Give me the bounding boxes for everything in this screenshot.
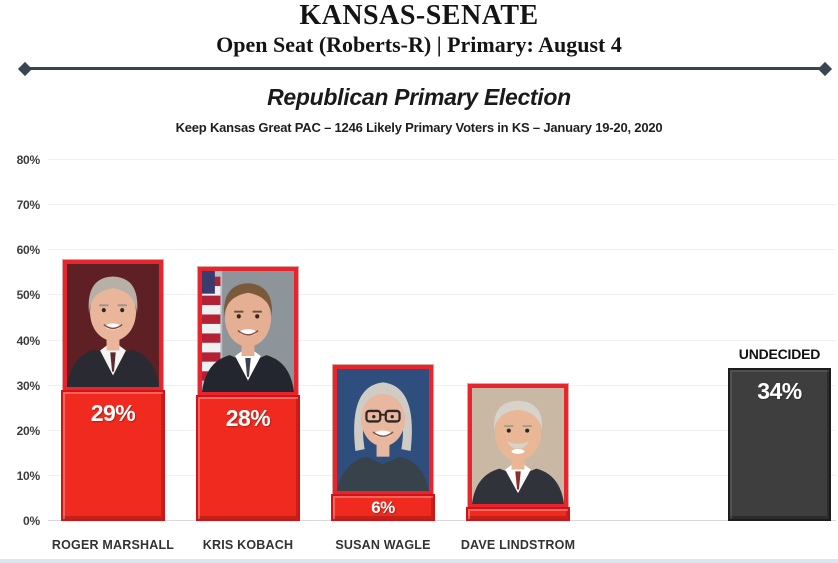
portrait-dave-lindstrom-icon (472, 388, 564, 504)
divider-diamond-left-icon (17, 61, 33, 76)
bar-value-label: 29% (90, 400, 136, 426)
page-title: KANSAS-SENATE (299, 0, 539, 31)
bar-undecided: 34% (728, 368, 831, 521)
bar-dave-lindstrom (466, 507, 570, 521)
y-tick-label: 0% (23, 514, 40, 528)
portrait-roger-marshall-icon (67, 264, 159, 387)
bar-value-label: 28% (225, 405, 271, 431)
gridline (48, 204, 836, 206)
gridline (48, 384, 836, 386)
bottom-edge-strip (0, 559, 838, 563)
y-tick-label: 10% (16, 468, 41, 483)
candidate-name-label: SUSAN WAGLE (335, 538, 431, 552)
section-title: Republican Primary Election (267, 84, 571, 110)
gridline (48, 429, 836, 431)
bar-susan-wagle: 6% (331, 494, 435, 521)
candidate-photo-dave-lindstrom (468, 384, 568, 508)
candidate-name-label: ROGER MARSHALL (51, 538, 175, 552)
y-tick-label: 20% (16, 423, 41, 438)
bar-value-label: 34% (757, 378, 802, 404)
portrait-kris-kobach-icon (202, 271, 294, 392)
candidate-photo-kris-kobach (198, 267, 298, 396)
y-tick-label: 40% (16, 333, 41, 348)
y-tick-label: 60% (16, 243, 41, 258)
gridline (48, 294, 836, 296)
source-line: Keep Kansas Great PAC – 1246 Likely Prim… (175, 120, 663, 135)
candidate-photo-susan-wagle (333, 365, 433, 495)
y-tick-label: 80% (16, 153, 41, 167)
candidate-photo-roger-marshall (63, 260, 163, 391)
bar-value-label: 6% (371, 498, 395, 517)
portrait-susan-wagle-icon (337, 369, 429, 491)
divider-diamond-right-icon (817, 61, 833, 76)
candidate-name-label: DAVE LINDSTROM (460, 538, 576, 552)
gridline (48, 159, 836, 160)
page-subtitle: Open Seat (Roberts-R) | Primary: August … (216, 32, 622, 57)
y-tick-label: 50% (16, 288, 41, 303)
gridline (48, 474, 836, 476)
undecided-label: UNDECIDED (738, 346, 821, 362)
y-tick-label: 30% (16, 378, 41, 393)
candidate-name-label: KRIS KOBACH (202, 538, 294, 552)
y-tick-label: 70% (16, 198, 41, 213)
divider-line (25, 67, 825, 70)
gridline (48, 339, 836, 341)
bar-roger-marshall: 29% (61, 390, 165, 521)
gridline (48, 520, 836, 521)
gridline (48, 249, 836, 251)
bar-kris-kobach: 28% (196, 395, 300, 521)
